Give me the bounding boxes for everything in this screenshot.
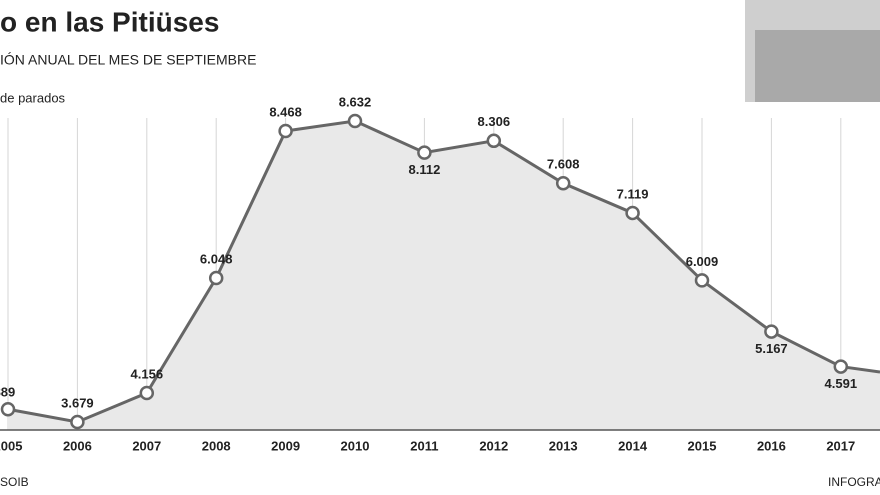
value-label: 8.112 <box>408 162 440 177</box>
x-tick-label: 2011 <box>410 438 438 453</box>
source: SOIB <box>0 475 29 489</box>
plot: 2005 2006 2007 2008 2009 2010 2011 2012 2013 2014… <box>0 94 880 453</box>
value-label: 8.632 <box>339 94 372 109</box>
x-tick-label: 2017 <box>826 438 855 453</box>
area <box>8 121 880 430</box>
value-label: 7.119 <box>617 186 649 201</box>
value-label: 6.048 <box>200 251 233 266</box>
point <box>694 273 710 288</box>
point <box>764 324 779 339</box>
photo-detail <box>755 30 880 102</box>
point <box>486 133 502 149</box>
credit: INFOGRA <box>828 475 880 489</box>
x-tick-label: 2015 <box>688 438 717 453</box>
point <box>555 175 571 191</box>
value-label: 4.156 <box>131 366 164 381</box>
point <box>139 385 155 401</box>
point <box>70 414 85 430</box>
x-tick-label: 2008 <box>202 438 231 453</box>
x-tick-label: 2010 <box>341 438 370 453</box>
value-label: 3.889 <box>0 385 15 400</box>
point <box>625 205 640 221</box>
value-label: 8.306 <box>478 114 511 129</box>
point <box>208 270 224 286</box>
value-label: 4.591 <box>825 376 858 391</box>
y-axis-label: de parados <box>0 90 66 105</box>
x-tick-label: 2009 <box>271 438 300 453</box>
point <box>0 401 16 417</box>
chart-subtitle: IÓN ANUAL DEL MES DE SEPTIEMBRE <box>0 52 256 68</box>
value-label: 6.009 <box>686 254 719 269</box>
point <box>278 123 293 139</box>
value-label: 3.679 <box>61 395 94 410</box>
value-label: 7.608 <box>547 157 580 172</box>
x-tick-label: 2012 <box>479 438 508 453</box>
point <box>347 113 363 129</box>
x-tick-label: 2014 <box>618 438 648 453</box>
x-tick-label: 2016 <box>757 438 786 453</box>
chart-title: o en las Pitiüses <box>0 6 219 37</box>
x-tick-label: 2006 <box>63 438 92 453</box>
point <box>833 359 849 374</box>
x-tick-label: 2013 <box>549 438 578 453</box>
point <box>417 145 432 160</box>
value-label: 8.468 <box>269 104 302 119</box>
value-label: 5.167 <box>755 341 788 356</box>
x-tick-label: 2005 <box>0 438 22 453</box>
x-tick-label: 2007 <box>132 438 161 453</box>
